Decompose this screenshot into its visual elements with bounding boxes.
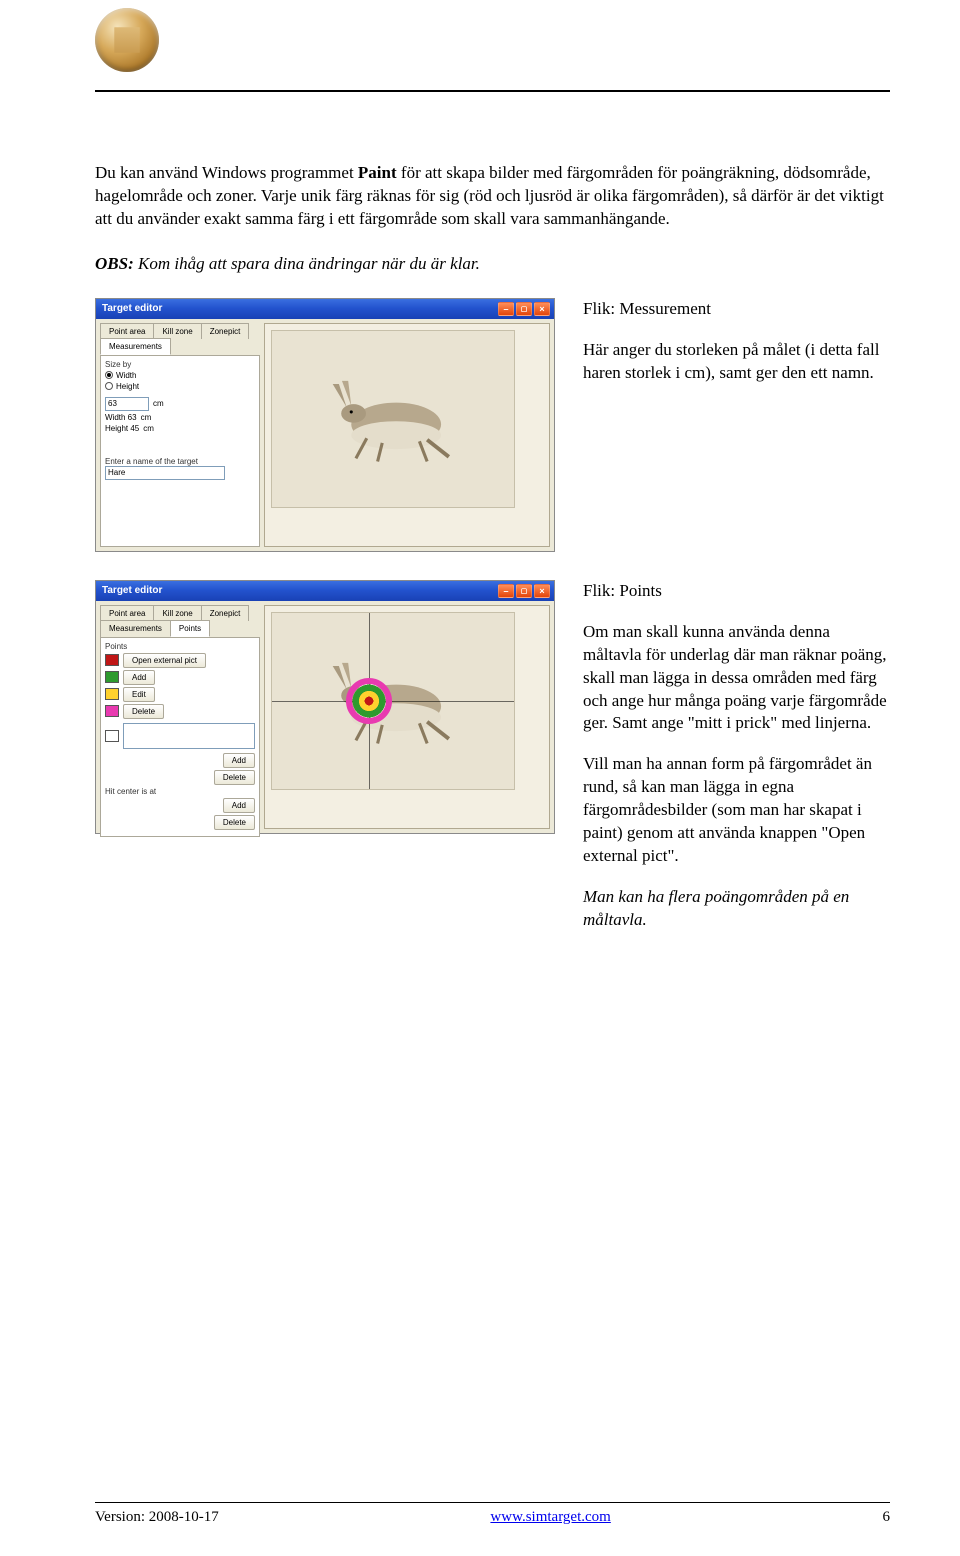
tab-point-area[interactable]: Point area xyxy=(100,605,154,621)
points-list[interactable] xyxy=(123,723,255,749)
tab-measurements[interactable]: Measurements xyxy=(100,338,171,355)
sub-delete-button[interactable]: Delete xyxy=(214,770,255,785)
edit-button[interactable]: Edit xyxy=(123,687,155,702)
open-external-button[interactable]: Open external pict xyxy=(123,653,206,668)
tab-points[interactable]: Points xyxy=(170,620,210,637)
height-readout: Height 45 xyxy=(105,424,139,433)
section2-p2: Vill man ha annan form på färgområdet än… xyxy=(583,753,890,868)
maximize-icon[interactable] xyxy=(516,302,532,316)
page-number: 6 xyxy=(883,1509,891,1526)
target-rings-icon xyxy=(346,678,392,724)
swatch-green xyxy=(105,671,119,683)
maximize-icon[interactable] xyxy=(516,584,532,598)
window-title: Target editor xyxy=(100,585,496,596)
radio-height[interactable]: Height xyxy=(105,382,255,391)
tab-zonepict[interactable]: Zonepict xyxy=(201,323,250,339)
delete-button[interactable]: Delete xyxy=(123,704,164,719)
tab-kill-zone[interactable]: Kill zone xyxy=(153,605,201,621)
tab-measurements[interactable]: Measurements xyxy=(100,620,171,637)
swatch-yellow xyxy=(105,688,119,700)
footer-url[interactable]: www.simtarget.com xyxy=(219,1509,883,1526)
screenshot-points: Target editor Point area Kill zone Zonep… xyxy=(95,580,555,834)
tab-kill-zone[interactable]: Kill zone xyxy=(153,323,201,339)
window-title: Target editor xyxy=(100,303,496,314)
simtarget-logo-icon xyxy=(95,8,159,72)
unit-cm: cm xyxy=(153,399,164,408)
minimize-icon[interactable] xyxy=(498,584,514,598)
section2-p1: Om man skall kunna använda denna måltavl… xyxy=(583,621,890,736)
section2-p3: Man kan ha flera poängområden på en målt… xyxy=(583,886,890,932)
radio-width[interactable]: Width xyxy=(105,371,255,380)
sub-add-button[interactable]: Add xyxy=(223,753,255,768)
hit-delete-button[interactable]: Delete xyxy=(214,815,255,830)
swatch-pink xyxy=(105,705,119,717)
points-group-label: Points xyxy=(105,642,255,651)
close-icon[interactable] xyxy=(534,584,550,598)
crosshair-horizontal xyxy=(272,701,514,702)
section1-heading: Flik: Messurement xyxy=(583,298,890,321)
target-canvas xyxy=(264,323,550,547)
swatch-blank xyxy=(105,730,119,742)
swatch-red xyxy=(105,654,119,666)
intro-paragraph: Du kan använd Windows programmet Paint f… xyxy=(95,162,890,231)
tab-point-area[interactable]: Point area xyxy=(100,323,154,339)
close-icon[interactable] xyxy=(534,302,550,316)
tab-zonepict[interactable]: Zonepict xyxy=(201,605,250,621)
target-canvas xyxy=(264,605,550,829)
hare-illustration-icon xyxy=(311,362,466,471)
width-readout: Width 63 xyxy=(105,413,137,422)
section1-text: Här anger du storleken på målet (i detta… xyxy=(583,339,890,385)
hit-center-label: Hit center is at xyxy=(105,787,255,796)
header-rule xyxy=(95,90,890,92)
window-titlebar: Target editor xyxy=(96,581,554,601)
minimize-icon[interactable] xyxy=(498,302,514,316)
page-header xyxy=(95,0,890,90)
version-text: Version: 2008-10-17 xyxy=(95,1509,219,1526)
screenshot-measurement: Target editor Point area Kill zone Zonep… xyxy=(95,298,555,552)
hit-add-button[interactable]: Add xyxy=(223,798,255,813)
size-value-input[interactable]: 63 xyxy=(105,397,149,411)
size-by-label: Size by xyxy=(105,360,255,369)
page-footer: Version: 2008-10-17 www.simtarget.com 6 xyxy=(95,1502,890,1526)
section2-heading: Flik: Points xyxy=(583,580,890,603)
name-input[interactable]: Hare xyxy=(105,466,225,480)
add-button[interactable]: Add xyxy=(123,670,155,685)
obs-paragraph: OBS: Kom ihåg att spara dina ändringar n… xyxy=(95,253,890,276)
name-label: Enter a name of the target xyxy=(105,457,255,466)
window-titlebar: Target editor xyxy=(96,299,554,319)
